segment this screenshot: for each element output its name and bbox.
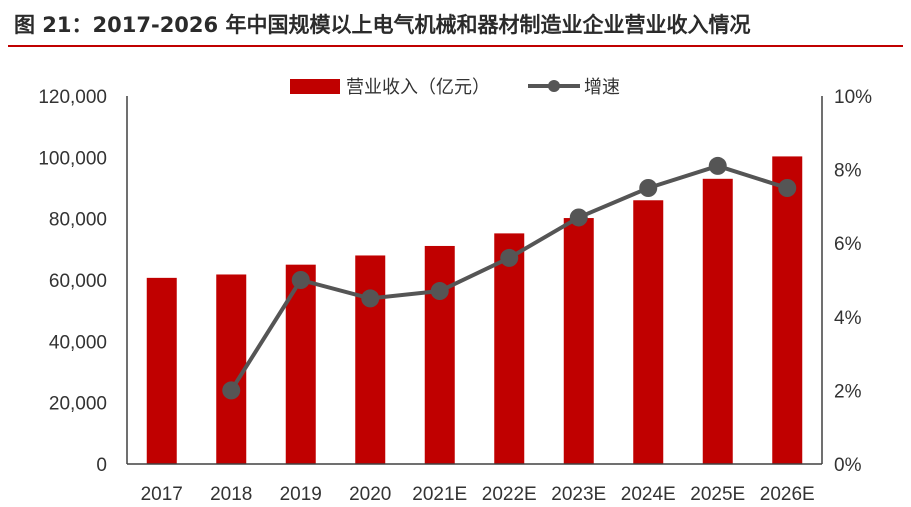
revenue-bar [355, 255, 386, 464]
left-axis-tick-label: 0 [96, 455, 107, 476]
right-axis-tick-label: 4% [834, 308, 862, 329]
left-axis-tick-label: 60,000 [49, 271, 107, 292]
right-axis-tick-label: 8% [834, 161, 862, 182]
x-axis-tick-label: 2025E [690, 484, 745, 505]
revenue-bar [563, 218, 594, 464]
left-axis-tick-label: 20,000 [49, 394, 107, 415]
x-axis-tick-label: 2024E [621, 484, 676, 505]
x-axis-tick-label: 2022E [482, 484, 537, 505]
right-axis-tick-label: 0% [834, 455, 862, 476]
right-axis-tick-label: 2% [834, 381, 862, 402]
revenue-bar [146, 277, 177, 464]
revenue-bar [216, 274, 247, 464]
growth-point [778, 179, 797, 197]
growth-point [361, 289, 380, 308]
legend-bar-swatch [290, 79, 340, 94]
revenue-bar [772, 156, 803, 464]
growth-point [500, 248, 519, 267]
x-axis-tick-label: 2023E [551, 484, 606, 505]
right-axis-tick-label: 10% [834, 87, 872, 108]
title-underline [8, 45, 903, 47]
growth-point [569, 208, 588, 227]
figure-header: 图 21：2017-2026 年中国规模以上电气机械和器材制造业企业营业收入情况 [0, 0, 911, 48]
x-axis-tick-label: 2019 [280, 484, 322, 505]
growth-point [291, 271, 310, 289]
legend-line-label: 增速 [584, 77, 620, 98]
x-axis-tick-label: 2026E [760, 484, 815, 505]
left-axis-tick-label: 120,000 [38, 87, 107, 108]
x-axis-tick-label: 2020 [349, 484, 391, 505]
figure-title: 图 21：2017-2026 年中国规模以上电气机械和器材制造业企业营业收入情况 [14, 13, 751, 37]
legend-bar-label: 营业收入（亿元） [346, 77, 490, 98]
legend-line-marker [548, 80, 560, 92]
x-axis-tick-label: 2017 [141, 484, 183, 505]
left-axis-tick-label: 40,000 [49, 332, 107, 353]
growth-point [430, 282, 449, 301]
revenue-bar [633, 200, 664, 464]
left-axis-tick-label: 100,000 [38, 148, 107, 169]
revenue-bar [702, 178, 733, 465]
growth-point [708, 156, 727, 175]
x-axis-tick-label: 2021E [412, 484, 467, 505]
left-axis-tick-label: 80,000 [49, 210, 107, 231]
revenue-bar [424, 245, 455, 464]
growth-point [639, 179, 658, 197]
x-axis-tick-label: 2018 [210, 484, 252, 505]
revenue-bar [494, 233, 525, 464]
right-axis-tick-label: 6% [834, 234, 862, 255]
growth-point [222, 381, 241, 400]
